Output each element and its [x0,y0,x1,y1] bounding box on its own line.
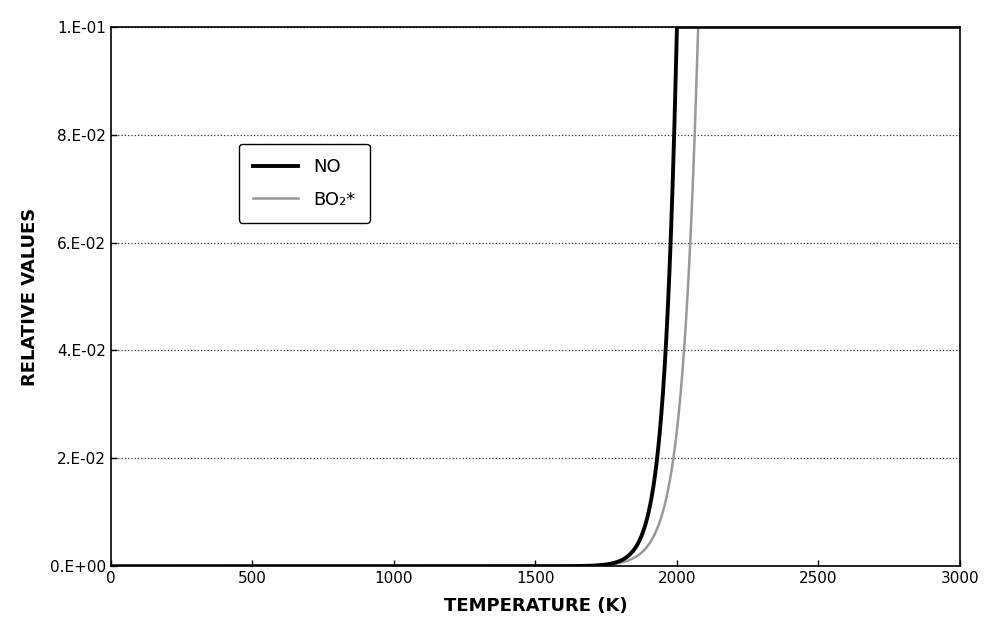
NO [140,562,152,570]
NO [105,562,117,570]
Legend: NO, BO₂*: NO, BO₂* [239,144,370,223]
BO₂* [140,562,152,570]
BO₂* [109,562,121,570]
NO [520,562,532,570]
BO₂* [271,562,283,570]
NO [271,562,283,570]
NO [156,562,168,570]
Line: NO: NO [111,27,960,566]
BO₂* [954,23,966,31]
NO [109,562,121,570]
NO [909,23,921,31]
X-axis label: TEMPERATURE (K): TEMPERATURE (K) [444,597,627,615]
BO₂* [156,562,168,570]
BO₂* [105,562,117,570]
NO [671,23,683,31]
BO₂* [520,562,532,570]
BO₂* [692,23,704,31]
BO₂* [909,23,921,31]
Line: BO₂*: BO₂* [111,27,960,566]
NO [954,23,966,31]
Y-axis label: RELATIVE VALUES: RELATIVE VALUES [21,207,39,385]
